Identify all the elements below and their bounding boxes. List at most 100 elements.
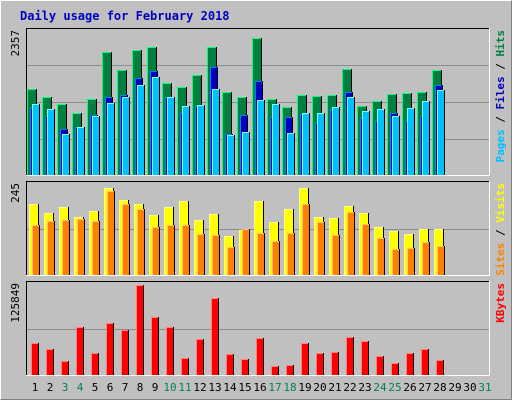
legend: Sites / Visits [494,183,507,276]
day-label-23: 23 [358,381,371,394]
bar-sites-day-13 [212,235,220,275]
bar-kbytes-day-26-fill [406,353,414,375]
bar-pages-day-12 [197,105,205,175]
bar-kbytes-day-20 [316,353,324,375]
bar-pages-day-28-fill [437,90,445,175]
bar-sites-day-21 [332,235,340,275]
bar-pages-day-6 [107,103,115,175]
bar-kbytes-day-6-fill [106,323,114,375]
legend-files: Files [494,76,507,109]
bar-kbytes-day-1-fill [31,343,39,375]
bar-pages-day-14 [227,135,235,175]
bar-sites-day-8-fill [137,209,145,275]
day-label-8: 8 [137,381,144,394]
bar-pages-day-11 [182,106,190,175]
day-label-13: 13 [208,381,221,394]
bar-pages-day-5 [92,116,100,175]
day-label-22: 22 [343,381,356,394]
bar-pages-day-26 [407,108,415,175]
bar-pages-day-13-fill [212,89,220,175]
bar-sites-day-16-fill [257,233,265,275]
bar-pages-day-16 [257,100,265,175]
day-label-9: 9 [152,381,159,394]
bar-pages-day-21 [332,107,340,175]
bar-sites-day-3 [62,220,70,275]
bar-sites-day-3-fill [62,220,70,275]
bar-sites-day-18 [287,233,295,275]
bar-pages-day-15 [242,132,250,175]
day-label-11: 11 [178,381,191,394]
bar-sites-day-12 [197,234,205,275]
bar-kbytes-day-10 [166,327,174,375]
day-label-30: 30 [463,381,476,394]
bar-kbytes-day-5 [91,353,99,375]
day-label-17: 17 [268,381,281,394]
bar-kbytes-day-3 [61,361,69,375]
day-label-25: 25 [388,381,401,394]
bar-pages-day-23 [362,111,370,175]
bar-kbytes-day-2-fill [46,349,54,375]
bar-pages-day-28 [437,90,445,175]
bar-kbytes-day-27-fill [421,349,429,375]
bar-sites-day-2 [47,221,55,275]
bar-sites-day-21-fill [332,235,340,275]
day-label-1: 1 [32,381,39,394]
bar-kbytes-day-12-fill [196,339,204,375]
bar-pages-day-21-fill [332,107,340,175]
bar-sites-day-9 [152,227,160,275]
bar-sites-day-4 [77,219,85,275]
bar-sites-day-14 [227,247,235,275]
bar-pages-day-25 [392,116,400,175]
bar-kbytes-day-21-fill [331,352,339,375]
day-label-21: 21 [328,381,341,394]
bar-kbytes-day-5-fill [91,353,99,375]
legend-hits: Hits [494,30,507,57]
bar-kbytes-day-4 [76,327,84,375]
bar-kbytes-day-24 [376,356,384,375]
bar-pages-day-19-fill [302,113,310,175]
bar-sites-day-9-fill [152,227,160,275]
bar-pages-day-5-fill [92,116,100,175]
day-label-19: 19 [298,381,311,394]
bar-pages-day-23-fill [362,111,370,175]
bar-kbytes-day-9-fill [151,317,159,375]
bar-pages-day-18-fill [287,133,295,175]
bar-sites-day-24 [377,238,385,275]
bar-kbytes-day-14 [226,354,234,375]
bar-sites-day-10 [167,225,175,275]
bar-sites-day-22 [347,212,355,275]
bar-sites-day-25 [392,249,400,275]
day-label-15: 15 [238,381,251,394]
bar-kbytes-day-20-fill [316,353,324,375]
day-label-27: 27 [418,381,431,394]
bar-pages-day-24-fill [377,109,385,175]
bar-sites-day-19-fill [302,204,310,275]
chart-panel-3: 125849 KBytes [9,281,507,376]
bar-pages-day-3 [62,134,70,175]
bar-sites-day-12-fill [197,234,205,275]
bar-sites-day-5 [92,221,100,275]
bar-sites-day-6-fill [107,191,115,275]
legend-sites: Sites [494,243,507,276]
bar-kbytes-day-11 [181,358,189,375]
y-axis-max-label: 125849 [9,283,22,323]
bar-kbytes-day-15-fill [241,359,249,375]
bar-kbytes-day-15 [241,359,249,375]
bar-pages-day-24 [377,109,385,175]
chart-panel-1: 2357 Pages / Files / Hits [9,28,507,176]
bar-pages-day-11-fill [182,106,190,175]
bar-pages-day-18 [287,133,295,175]
bar-kbytes-day-23-fill [361,341,369,375]
bar-pages-day-27 [422,101,430,175]
bar-kbytes-day-1 [31,343,39,375]
legend-pages: Pages [494,129,507,162]
bar-kbytes-day-28 [436,360,444,375]
bar-kbytes-day-4-fill [76,327,84,375]
chart-title: Daily usage for February 2018 [20,9,230,23]
bar-sites-day-5-fill [92,221,100,275]
bar-kbytes-day-17-fill [271,366,279,375]
day-label-26: 26 [403,381,416,394]
bar-pages-day-20-fill [317,113,325,175]
bar-kbytes-day-23 [361,341,369,375]
